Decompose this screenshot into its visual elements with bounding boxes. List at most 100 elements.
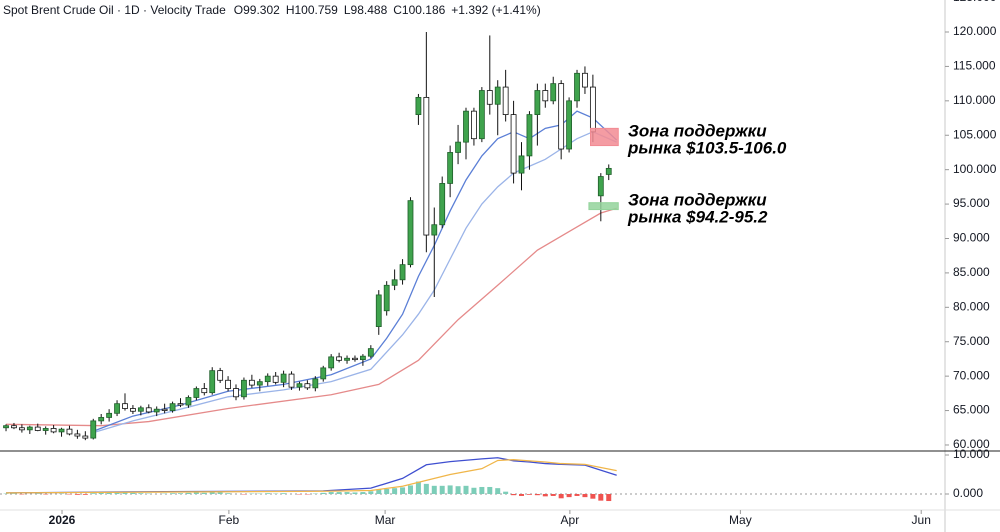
indicator-line xyxy=(93,131,617,434)
candle-body xyxy=(447,152,454,184)
histogram-bar xyxy=(130,492,136,495)
candle-body xyxy=(431,224,438,236)
histogram-bar xyxy=(447,485,453,495)
candle-body xyxy=(605,167,612,175)
y-tick-label: 120.000 xyxy=(953,24,997,38)
y-tick-label: 75.000 xyxy=(953,334,990,348)
ohlc-high: H100.759 xyxy=(286,3,338,17)
indicator-line xyxy=(6,459,617,494)
candle-body xyxy=(566,100,572,150)
y-tick-label: 10.000 xyxy=(953,447,990,461)
candle-body xyxy=(161,408,168,411)
x-tick-label: Apr xyxy=(561,513,580,527)
candle-body xyxy=(26,426,33,431)
candle-body xyxy=(510,114,517,174)
support-zone xyxy=(588,202,619,211)
histogram-bar xyxy=(606,494,612,502)
candle-body xyxy=(399,264,406,281)
annotation-text: Зона поддержки xyxy=(628,191,767,210)
histogram-bar xyxy=(384,488,390,495)
candle-body xyxy=(550,83,557,102)
candle-body xyxy=(471,110,477,140)
histogram-bar xyxy=(225,493,231,495)
candle-body xyxy=(367,348,374,357)
histogram-bar xyxy=(463,485,469,495)
candle-body xyxy=(90,420,97,439)
histogram-bar xyxy=(558,494,564,499)
histogram-bar xyxy=(217,492,223,495)
histogram-bar xyxy=(503,491,509,495)
candle-body xyxy=(558,83,565,150)
histogram-bar xyxy=(392,488,398,495)
change: +1.392 (+1.41%) xyxy=(451,3,540,17)
ohlc-open: O99.302 xyxy=(234,3,280,17)
y-tick-label: 125.000 xyxy=(953,0,997,4)
candle-body xyxy=(423,96,430,236)
candle-body xyxy=(296,383,303,388)
ohlc-low: L98.488 xyxy=(344,3,388,17)
candle-body xyxy=(486,90,493,105)
histogram-bar xyxy=(281,493,287,495)
indicator-line xyxy=(6,207,617,427)
histogram-bar xyxy=(98,492,104,495)
candle-body xyxy=(589,86,596,133)
candle-body xyxy=(344,357,350,361)
candle-body xyxy=(34,426,41,431)
candle-body xyxy=(582,72,588,88)
histogram-bar xyxy=(122,492,128,495)
annotation-text: рынка $94.2-95.2 xyxy=(627,208,768,227)
candle-body xyxy=(597,176,604,197)
candle-body xyxy=(502,86,509,115)
y-tick-label: 80.000 xyxy=(953,299,990,313)
candle-body xyxy=(137,407,144,412)
y-tick-label: 60.000 xyxy=(953,437,990,451)
y-tick-label: 65.000 xyxy=(953,403,990,417)
candle-body xyxy=(169,403,176,411)
candle-body xyxy=(177,403,184,406)
annotation-text: Зона поддержки xyxy=(628,121,767,140)
candle-body xyxy=(50,428,57,433)
candle-body xyxy=(11,425,17,429)
histogram-bar xyxy=(407,485,413,495)
y-tick-label: 100.000 xyxy=(953,162,997,176)
candle-body xyxy=(264,375,271,383)
histogram-bar xyxy=(415,481,421,495)
candle-body xyxy=(375,294,382,327)
candle-body xyxy=(542,90,549,102)
histogram-bar xyxy=(90,493,96,495)
histogram-bar xyxy=(566,494,572,498)
histogram-bar xyxy=(185,492,191,495)
candle-body xyxy=(74,433,81,437)
histogram-bar xyxy=(320,492,326,495)
histogram-bar xyxy=(209,492,215,495)
candle-body xyxy=(130,408,136,412)
annotation-text: рынка $103.5-106.0 xyxy=(627,138,787,157)
histogram-bar xyxy=(471,487,477,495)
histogram-bar xyxy=(106,492,112,495)
histogram-bar xyxy=(519,494,525,496)
y-tick-label: 90.000 xyxy=(953,231,990,245)
histogram-bar xyxy=(376,489,382,495)
histogram-bar xyxy=(511,494,517,496)
histogram-bar xyxy=(423,483,429,495)
candle-body xyxy=(3,425,9,429)
candle-body xyxy=(145,407,152,413)
histogram-bar xyxy=(431,485,437,495)
symbol-title: Spot Brent Crude Oil · 1D · Velocity Tra… xyxy=(3,3,226,17)
candle-body xyxy=(42,428,49,431)
candle-body xyxy=(18,427,25,431)
candle-body xyxy=(478,90,485,140)
candle-body xyxy=(233,388,239,398)
histogram-bar xyxy=(495,488,501,495)
candle-body xyxy=(225,379,231,389)
candle-body xyxy=(201,388,208,394)
candle-body xyxy=(58,428,65,433)
candle-body xyxy=(352,357,358,361)
candle-body xyxy=(312,378,319,389)
candle-body xyxy=(407,200,414,266)
y-tick-label: 85.000 xyxy=(953,265,990,279)
candle-body xyxy=(304,383,311,389)
x-tick-label: Feb xyxy=(219,513,240,527)
candle-body xyxy=(98,417,105,422)
